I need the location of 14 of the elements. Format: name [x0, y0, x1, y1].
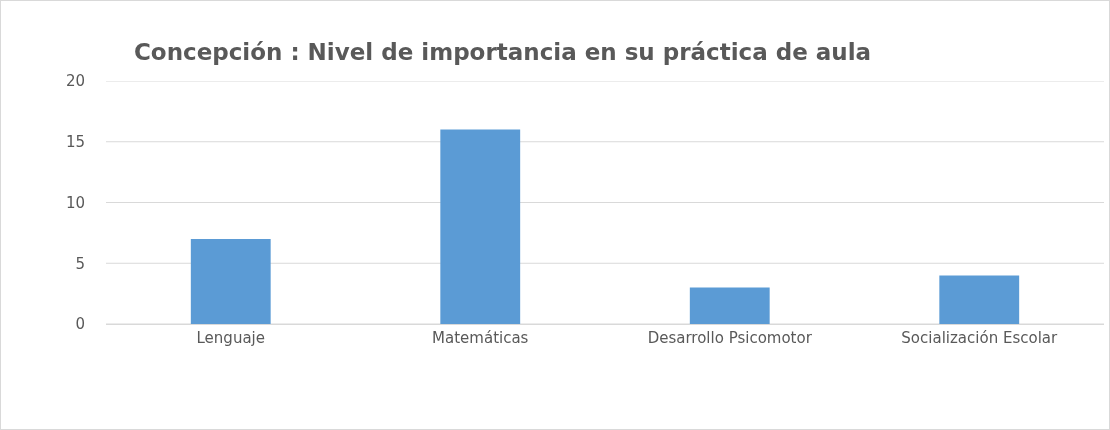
bar — [440, 129, 521, 324]
y-tick-label: 15 — [65, 133, 85, 151]
bar — [190, 238, 271, 324]
x-tick-label: Lenguaje — [196, 329, 265, 347]
x-tick-label: Matemáticas — [432, 329, 529, 347]
bar — [689, 287, 770, 324]
y-tick-label: 5 — [75, 254, 85, 273]
chart-title: Concepción : Nivel de importancia en su práctica de aula — [133, 38, 872, 65]
y-tick-label: 0 — [75, 315, 85, 334]
x-tick-label: Socialización Escolar — [901, 329, 1058, 347]
y-tick-label: 20 — [65, 72, 85, 91]
y-tick-label: 10 — [65, 193, 85, 212]
bar — [939, 275, 1020, 324]
x-tick-label: Desarrollo Psicomotor — [647, 329, 813, 347]
